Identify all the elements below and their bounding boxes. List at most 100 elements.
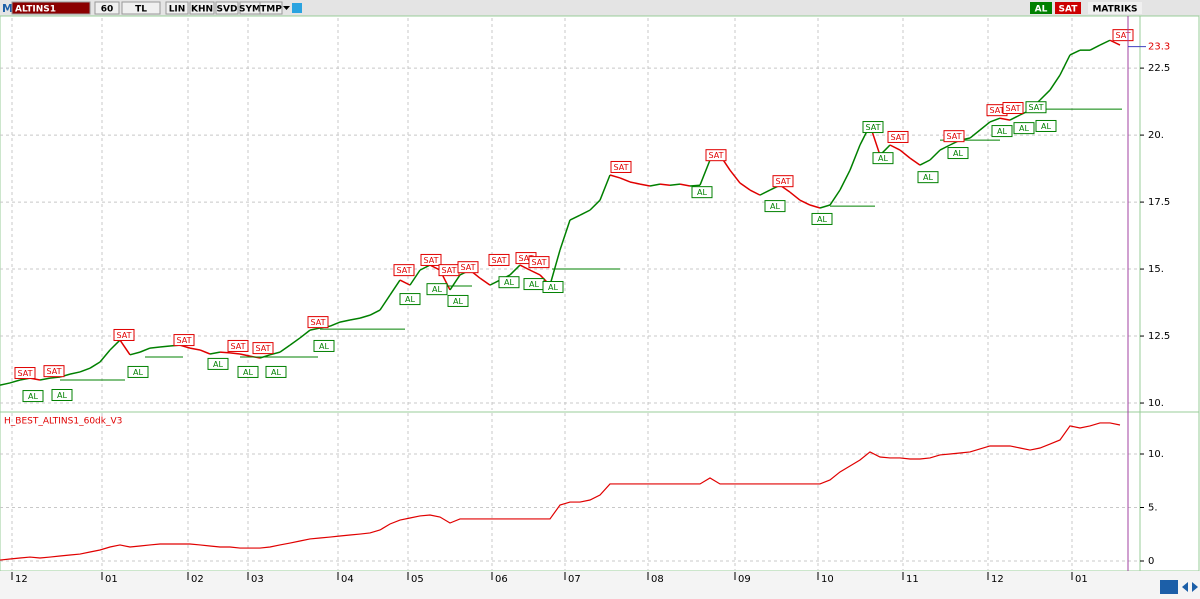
price-segment (0, 382, 11, 386)
sync-button[interactable] (1160, 580, 1178, 594)
toolbar-label: 60 (101, 5, 114, 15)
signal-label: AL (57, 391, 67, 400)
toolbar-button[interactable] (11, 1, 91, 15)
price-segment (49, 376, 61, 379)
price-segment (599, 174, 611, 201)
y-tick-label: 12.5 (1148, 331, 1170, 342)
toolbar-button[interactable] (259, 1, 283, 15)
price-segment (189, 347, 201, 351)
price-segment (659, 183, 671, 186)
scroll-left[interactable] (1182, 582, 1188, 592)
price-segment (89, 361, 101, 369)
toolbar-button[interactable] (1088, 2, 1142, 14)
toolbar-button[interactable] (121, 1, 161, 15)
signal-box (265, 365, 287, 378)
price-segment (9, 379, 21, 384)
signal-box (1112, 29, 1134, 42)
price-segment (289, 337, 301, 346)
price-segment (159, 345, 171, 348)
toolbar-button[interactable] (1055, 2, 1081, 14)
price-segment (239, 353, 251, 357)
signal-label: AL (453, 297, 463, 306)
x-tick-label: 05 (411, 574, 424, 585)
signal-box (991, 125, 1013, 138)
signal-box (313, 339, 335, 352)
price-segment (649, 183, 661, 187)
signal-box (1035, 119, 1057, 132)
signal-label: SAT (424, 256, 439, 265)
signal-box (917, 171, 939, 184)
price-segment (409, 269, 421, 286)
toolbar-button[interactable] (94, 1, 120, 15)
signal-box (1025, 101, 1047, 114)
signal-box (426, 283, 448, 296)
y-tick-label: 17.5 (1148, 197, 1170, 208)
toolbar-button[interactable] (165, 1, 189, 15)
price-segment (549, 249, 561, 286)
signal-box (307, 316, 329, 329)
price-segment (729, 169, 741, 184)
price-segment (339, 319, 351, 323)
indicator-title: H_BEST_ALTINS1_60dk_V3 (4, 417, 122, 427)
signal-box (488, 253, 510, 266)
toolbar-label: TL (135, 5, 147, 15)
signal-box (705, 149, 727, 162)
signal-label: SAT (492, 256, 507, 265)
toolbar-button[interactable] (189, 1, 215, 15)
price-segment (1049, 74, 1061, 91)
x-tick-label: 12 (15, 574, 28, 585)
signal-label: AL (28, 392, 38, 401)
signal-label: SAT (990, 106, 1005, 115)
signal-label: AL (997, 127, 1007, 136)
price-segment (109, 339, 121, 351)
price-segment (679, 183, 691, 187)
signal-box (764, 200, 786, 213)
signal-label: AL (548, 283, 558, 292)
signal-box (610, 160, 632, 173)
price-segment (789, 191, 801, 201)
price-segment (829, 189, 841, 206)
indicator-line (0, 422, 1121, 561)
price-segment (119, 339, 131, 356)
signal-label: SAT (47, 367, 62, 376)
x-tick-label: 10 (821, 574, 834, 585)
signal-label: AL (213, 360, 223, 369)
signal-label: SAT (709, 151, 724, 160)
signal-label: SAT (256, 344, 271, 353)
toolbar-button[interactable] (1030, 2, 1052, 14)
x-tick-label: 03 (251, 574, 264, 585)
price-segment (359, 314, 371, 319)
price-segment (199, 349, 211, 355)
price-segment (39, 377, 51, 381)
price-segment (569, 214, 581, 221)
price-segment (889, 144, 901, 151)
signal-box (862, 121, 884, 134)
x-tick-label: 07 (568, 574, 581, 585)
price-segment (519, 264, 531, 271)
price-segment (919, 159, 931, 166)
price-segment (299, 329, 311, 339)
price-segment (839, 169, 851, 191)
price-segment (269, 351, 281, 356)
x-tick-label: 08 (651, 574, 664, 585)
price-segment (79, 367, 91, 373)
x-tick-label: 04 (341, 574, 354, 585)
twitter[interactable] (292, 3, 302, 13)
dropdown[interactable] (283, 6, 290, 10)
scroll-right[interactable] (1192, 582, 1198, 592)
signal-label: AL (1019, 124, 1029, 133)
signal-label: AL (1041, 122, 1051, 131)
price-segment (139, 347, 151, 353)
signal-label: AL (697, 188, 707, 197)
price-segment (219, 351, 231, 354)
price-segment (209, 351, 221, 355)
toolbar-label: SYM (239, 5, 261, 15)
x-tick-label: 02 (191, 574, 204, 585)
price-segment (1059, 54, 1071, 76)
price-segment (639, 183, 651, 187)
price-segment (149, 346, 161, 349)
signal-box (542, 281, 564, 294)
toolbar-button[interactable] (215, 1, 239, 15)
price-segment (529, 269, 541, 276)
